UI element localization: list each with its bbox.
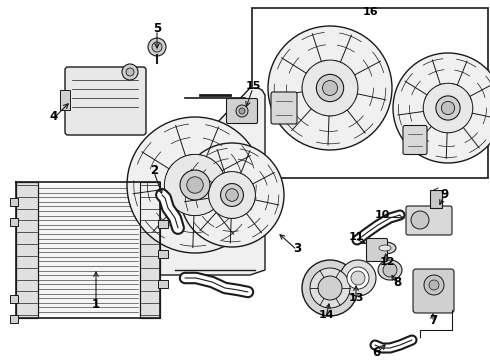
- Circle shape: [441, 102, 455, 114]
- Circle shape: [180, 170, 210, 200]
- Bar: [28, 185, 146, 315]
- Circle shape: [239, 108, 245, 114]
- Bar: [10, 198, 18, 206]
- Text: 3: 3: [293, 242, 301, 255]
- Text: 7: 7: [429, 314, 437, 327]
- Text: 12: 12: [379, 257, 395, 267]
- Bar: [16, 182, 38, 318]
- Circle shape: [429, 280, 439, 290]
- Circle shape: [383, 263, 397, 277]
- Circle shape: [122, 64, 138, 80]
- Bar: [10, 218, 18, 226]
- Bar: [430, 190, 442, 208]
- Ellipse shape: [378, 260, 402, 280]
- Circle shape: [187, 177, 203, 193]
- Text: 2: 2: [150, 163, 158, 176]
- Circle shape: [209, 172, 255, 219]
- Text: 8: 8: [393, 275, 401, 288]
- Circle shape: [351, 271, 365, 285]
- Text: 11: 11: [348, 232, 364, 242]
- Bar: [60, 90, 70, 110]
- FancyBboxPatch shape: [271, 92, 297, 124]
- Circle shape: [226, 189, 238, 201]
- Circle shape: [310, 268, 350, 308]
- FancyBboxPatch shape: [226, 99, 258, 123]
- Circle shape: [268, 26, 392, 150]
- Circle shape: [148, 38, 166, 56]
- Bar: [140, 182, 160, 318]
- Text: 13: 13: [348, 293, 364, 303]
- Text: 5: 5: [153, 22, 161, 35]
- Circle shape: [340, 260, 376, 296]
- FancyBboxPatch shape: [65, 67, 146, 135]
- Circle shape: [322, 81, 338, 95]
- FancyBboxPatch shape: [413, 269, 454, 313]
- Circle shape: [165, 154, 225, 216]
- Bar: [158, 250, 168, 258]
- FancyBboxPatch shape: [367, 238, 388, 261]
- Bar: [252, 8, 488, 178]
- Circle shape: [302, 60, 358, 116]
- Circle shape: [127, 117, 263, 253]
- Circle shape: [236, 105, 248, 117]
- FancyBboxPatch shape: [403, 126, 427, 154]
- Circle shape: [126, 68, 134, 76]
- Circle shape: [423, 83, 473, 133]
- Circle shape: [180, 143, 284, 247]
- Circle shape: [152, 42, 162, 52]
- Circle shape: [393, 53, 490, 163]
- Circle shape: [411, 211, 429, 229]
- Text: 10: 10: [374, 210, 390, 220]
- Text: 14: 14: [318, 310, 334, 320]
- Ellipse shape: [374, 242, 396, 254]
- Circle shape: [220, 184, 244, 206]
- Text: 15: 15: [245, 81, 261, 91]
- Bar: [10, 315, 18, 323]
- Circle shape: [302, 260, 358, 316]
- FancyBboxPatch shape: [406, 206, 452, 235]
- Polygon shape: [155, 88, 265, 275]
- Bar: [10, 295, 18, 303]
- Bar: [158, 280, 168, 288]
- Text: 4: 4: [50, 109, 58, 122]
- Text: 9: 9: [440, 188, 448, 201]
- Circle shape: [317, 75, 343, 102]
- Circle shape: [347, 267, 369, 289]
- Text: 16: 16: [362, 7, 378, 17]
- Ellipse shape: [379, 245, 391, 251]
- Text: 6: 6: [372, 346, 380, 359]
- Bar: [158, 220, 168, 228]
- Circle shape: [318, 276, 342, 300]
- Circle shape: [424, 275, 444, 295]
- Circle shape: [436, 96, 460, 120]
- Text: 1: 1: [92, 298, 100, 311]
